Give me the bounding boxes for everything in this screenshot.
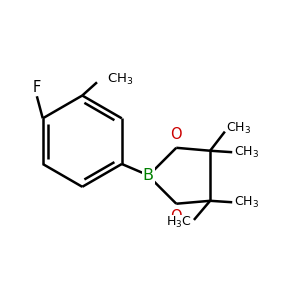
Text: O: O — [170, 128, 182, 142]
Text: CH$_3$: CH$_3$ — [107, 72, 134, 87]
Text: B: B — [143, 168, 154, 183]
Text: F: F — [33, 80, 41, 95]
Text: CH$_3$: CH$_3$ — [226, 121, 251, 136]
Text: CH$_3$: CH$_3$ — [234, 195, 260, 210]
Text: CH$_3$: CH$_3$ — [234, 145, 260, 160]
Text: O: O — [170, 209, 182, 224]
Text: H$_3$C: H$_3$C — [166, 215, 192, 230]
